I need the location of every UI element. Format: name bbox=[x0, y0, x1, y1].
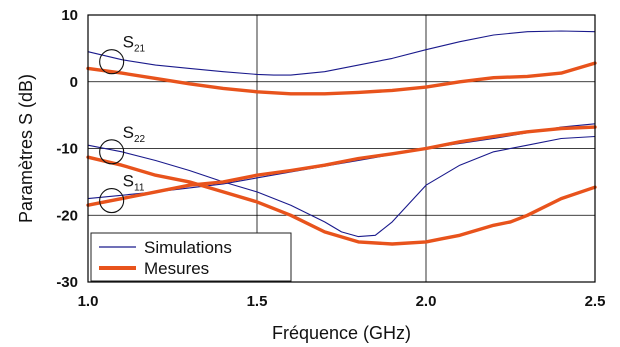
annotation-label-s21: S21 bbox=[123, 33, 146, 55]
annotation-circle bbox=[99, 139, 125, 165]
x-tick-label: 1.5 bbox=[247, 293, 268, 310]
legend: Simulations Mesures bbox=[90, 232, 292, 282]
annotation-base: S bbox=[123, 123, 134, 142]
y-tick-label: -10 bbox=[56, 141, 78, 158]
annotation-label-s22: S22 bbox=[123, 123, 146, 145]
legend-box bbox=[90, 232, 292, 282]
plot-frame bbox=[87, 14, 596, 283]
series-layer bbox=[86, 30, 597, 246]
y-tick-label: -20 bbox=[56, 207, 78, 224]
annotation-subscript: 11 bbox=[134, 183, 145, 194]
series-line-mesures-s22 bbox=[86, 155, 597, 246]
annotation-base: S bbox=[123, 33, 134, 52]
series-line-simulations-s21 bbox=[87, 30, 596, 76]
annotation-label-s11: S11 bbox=[123, 172, 145, 194]
x-tick-label: 1.0 bbox=[78, 293, 99, 310]
tick-labels: 1.0 1.5 2.0 2.5 10 0 -10 -20 -30 bbox=[56, 7, 605, 310]
series-line-mesures-s11 bbox=[86, 125, 597, 207]
annotation-base: S bbox=[123, 172, 134, 191]
x-axis-label: Fréquence (GHz) bbox=[272, 323, 411, 343]
y-tick-label: 10 bbox=[61, 7, 78, 24]
annotation-subscript: 21 bbox=[134, 44, 146, 55]
y-tick-label: -30 bbox=[56, 274, 78, 291]
series-line-mesures-s21 bbox=[86, 61, 597, 96]
x-tick-label: 2.0 bbox=[416, 293, 437, 310]
annotation-subscript: 22 bbox=[134, 134, 146, 145]
legend-label-simulations: Simulations bbox=[144, 238, 232, 257]
annotation-circle bbox=[99, 49, 125, 75]
annotation-circle bbox=[99, 188, 125, 214]
legend-label-mesures: Mesures bbox=[144, 259, 209, 278]
series-line-simulations-s22 bbox=[87, 135, 596, 238]
x-tick-label: 2.5 bbox=[585, 293, 606, 310]
y-axis-label: Paramètres S (dB) bbox=[16, 74, 36, 223]
y-tick-label: 0 bbox=[70, 74, 78, 91]
